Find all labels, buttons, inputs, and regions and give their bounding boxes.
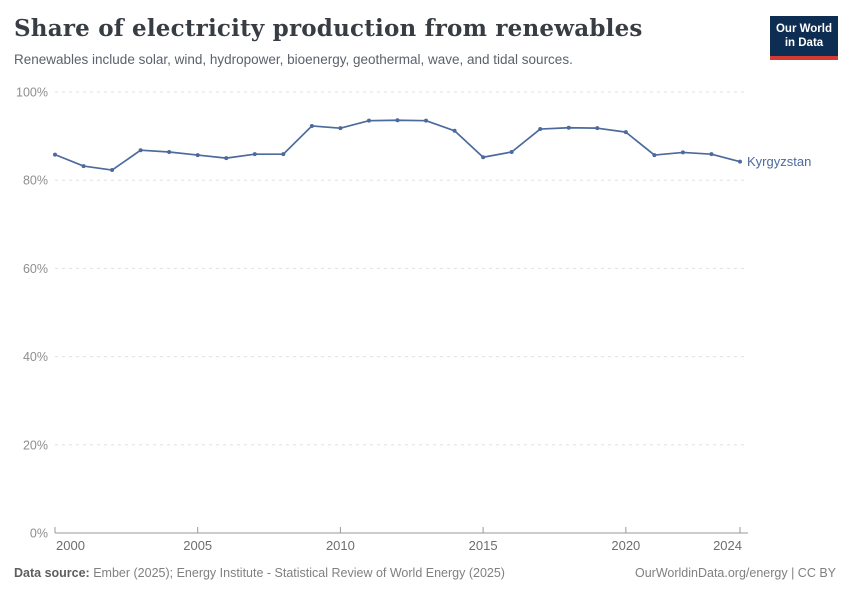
x-tick-label: 2015 (469, 538, 498, 553)
data-point (680, 150, 685, 155)
data-point (623, 130, 628, 135)
data-source-text: Ember (2025); Energy Institute - Statist… (89, 566, 505, 580)
x-tick-label: 2020 (611, 538, 640, 553)
data-point (224, 156, 229, 161)
data-source-note: Data source: Ember (2025); Energy Instit… (14, 566, 505, 580)
y-tick-label: 0% (30, 527, 48, 541)
data-point (395, 118, 400, 123)
owid-logo[interactable]: Our World in Data (770, 16, 838, 60)
owid-logo-line1: Our World (775, 23, 832, 35)
data-point (338, 126, 343, 131)
y-tick-label: 20% (23, 438, 48, 452)
x-tick-label: 2000 (56, 538, 85, 553)
data-point (509, 149, 514, 154)
license-note[interactable]: OurWorldinData.org/energy | CC BY (634, 566, 836, 580)
data-point (538, 127, 543, 132)
data-source-label: Data source: (14, 566, 90, 580)
data-point (652, 153, 657, 158)
data-point (195, 153, 200, 158)
data-point (53, 152, 57, 157)
y-tick-label: 60% (23, 262, 48, 276)
data-point (595, 126, 600, 131)
data-point (424, 118, 429, 123)
data-point (481, 155, 486, 160)
data-point (738, 159, 742, 164)
owid-logo-box: Our World in Data (770, 16, 838, 56)
data-point (110, 168, 115, 173)
x-tick-label: 2010 (326, 538, 355, 553)
owid-logo-line2: in Data (784, 37, 824, 50)
series-line (54, 119, 741, 171)
y-tick-label: 80% (23, 174, 48, 188)
data-point (81, 164, 86, 169)
y-tick-label: 100% (16, 86, 48, 100)
data-point (452, 128, 457, 133)
data-point (309, 123, 314, 128)
line-chart[interactable]: 0% 20% 40% 60% 80% 100% 2000 2005 2010 2015 2020 20… (0, 80, 850, 560)
chart-subtitle: Renewables include solar, wind, hydropow… (14, 52, 573, 67)
data-point (252, 152, 257, 157)
data-point (138, 148, 143, 153)
data-point (709, 152, 714, 157)
data-point (281, 152, 286, 157)
data-point (366, 118, 371, 123)
series-entity-label[interactable]: Kyrgyzstan (747, 154, 811, 169)
x-tick-label: 2024 (713, 538, 742, 553)
chart-footer: Data source: Ember (2025); Energy Instit… (14, 566, 836, 580)
y-tick-label: 40% (23, 350, 48, 364)
data-point (167, 149, 172, 154)
x-tick-label: 2005 (183, 538, 212, 553)
owid-logo-red-bar (770, 55, 838, 60)
page-title: Share of electricity production from ren… (14, 15, 643, 42)
data-point (566, 125, 571, 130)
